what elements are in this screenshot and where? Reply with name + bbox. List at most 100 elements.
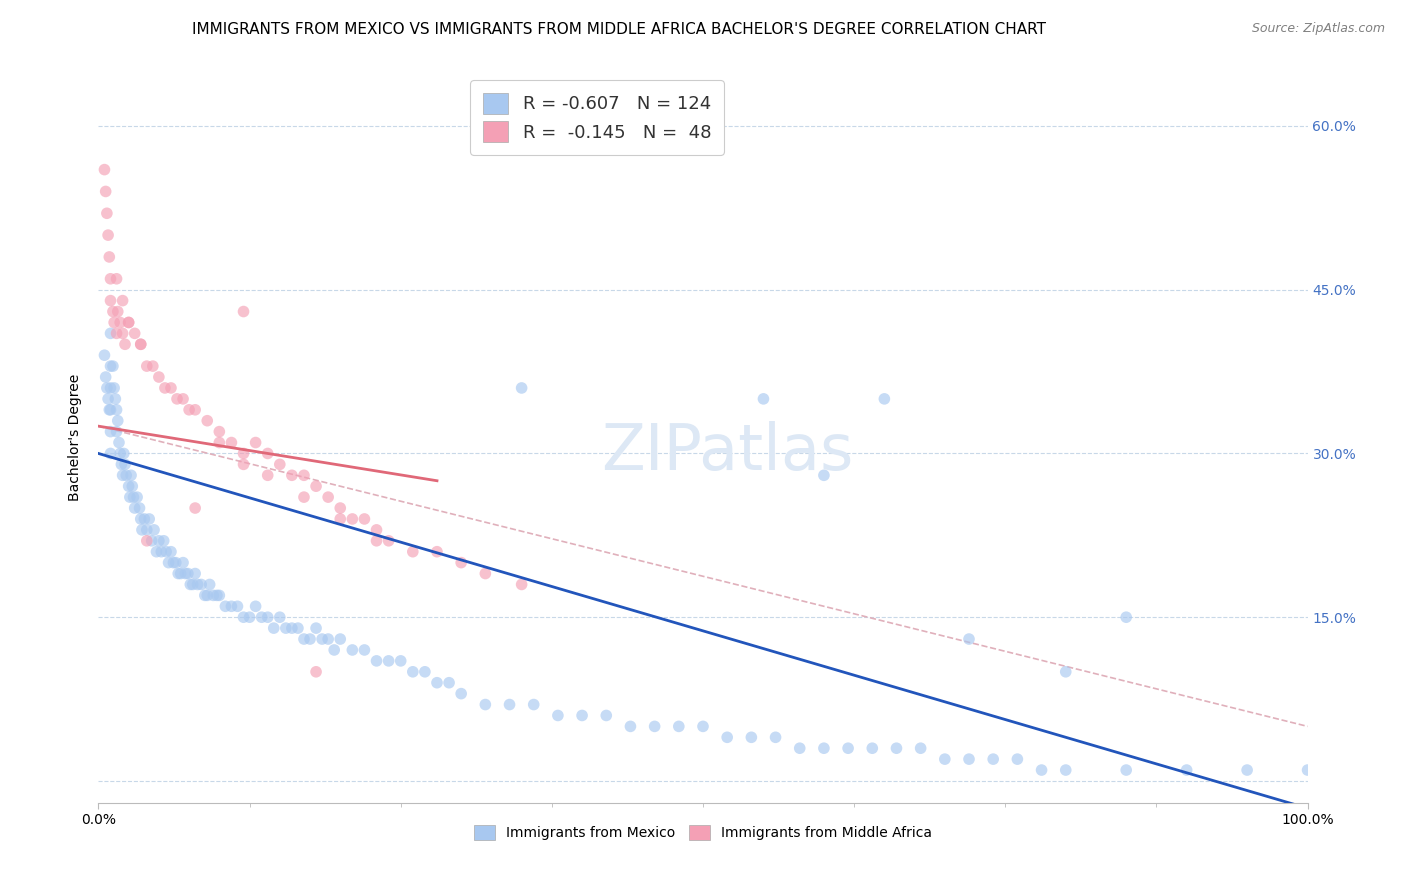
- Point: [305, 665, 328, 679]
- Point: [111, 293, 134, 308]
- Point: [226, 599, 249, 614]
- Point: [134, 512, 156, 526]
- Point: [142, 359, 165, 373]
- Point: [263, 621, 285, 635]
- Point: [100, 425, 122, 439]
- Point: [108, 315, 131, 329]
- Point: [97, 392, 120, 406]
- Point: [165, 556, 187, 570]
- Point: [256, 468, 278, 483]
- Point: [152, 533, 174, 548]
- Point: [100, 402, 122, 417]
- Point: [160, 545, 183, 559]
- Point: [329, 512, 352, 526]
- Point: [93, 162, 115, 177]
- Point: [94, 185, 117, 199]
- Point: [118, 315, 141, 329]
- Point: [108, 446, 131, 460]
- Point: [101, 359, 124, 373]
- Point: [115, 468, 138, 483]
- Point: [135, 533, 157, 548]
- Point: [239, 610, 262, 624]
- Point: [232, 610, 254, 624]
- Point: [98, 250, 121, 264]
- Point: [198, 577, 221, 591]
- Point: [148, 370, 170, 384]
- Point: [619, 719, 641, 733]
- Point: [100, 359, 122, 373]
- Point: [426, 675, 449, 690]
- Point: [510, 381, 533, 395]
- Point: [716, 731, 738, 745]
- Point: [752, 392, 775, 406]
- Point: [305, 621, 328, 635]
- Point: [127, 490, 149, 504]
- Point: [402, 545, 425, 559]
- Point: [208, 435, 231, 450]
- Point: [190, 577, 212, 591]
- Point: [571, 708, 593, 723]
- Point: [122, 490, 145, 504]
- Point: [789, 741, 811, 756]
- Point: [366, 523, 388, 537]
- Point: [131, 523, 153, 537]
- Point: [148, 533, 170, 548]
- Point: [98, 402, 121, 417]
- Point: [353, 643, 375, 657]
- Point: [281, 621, 304, 635]
- Point: [668, 719, 690, 733]
- Y-axis label: Bachelor's Degree: Bachelor's Degree: [69, 374, 83, 500]
- Point: [118, 315, 141, 329]
- Point: [111, 326, 134, 341]
- Point: [124, 326, 146, 341]
- Point: [157, 556, 180, 570]
- Point: [860, 741, 883, 756]
- Point: [114, 337, 136, 351]
- Point: [96, 381, 118, 395]
- Point: [510, 577, 533, 591]
- Point: [1236, 763, 1258, 777]
- Point: [128, 501, 150, 516]
- Point: [644, 719, 666, 733]
- Point: [474, 698, 496, 712]
- Point: [100, 272, 122, 286]
- Point: [274, 621, 297, 635]
- Point: [214, 599, 236, 614]
- Point: [292, 468, 315, 483]
- Legend: Immigrants from Mexico, Immigrants from Middle Africa: Immigrants from Mexico, Immigrants from …: [467, 818, 939, 847]
- Point: [208, 588, 231, 602]
- Point: [389, 654, 412, 668]
- Point: [1054, 763, 1077, 777]
- Point: [195, 414, 218, 428]
- Point: [245, 435, 267, 450]
- Point: [837, 741, 859, 756]
- Point: [981, 752, 1004, 766]
- Point: [94, 370, 117, 384]
- Point: [181, 577, 204, 591]
- Point: [93, 348, 115, 362]
- Point: [342, 643, 364, 657]
- Point: [256, 610, 278, 624]
- Point: [101, 304, 124, 318]
- Point: [765, 731, 787, 745]
- Point: [245, 599, 267, 614]
- Point: [172, 392, 194, 406]
- Point: [179, 402, 201, 417]
- Point: [299, 632, 322, 646]
- Point: [169, 566, 191, 581]
- Point: [167, 566, 190, 581]
- Point: [1115, 763, 1137, 777]
- Point: [281, 468, 304, 483]
- Text: IMMIGRANTS FROM MEXICO VS IMMIGRANTS FROM MIDDLE AFRICA BACHELOR'S DEGREE CORREL: IMMIGRANTS FROM MEXICO VS IMMIGRANTS FRO…: [191, 22, 1046, 37]
- Point: [174, 566, 197, 581]
- Point: [104, 392, 127, 406]
- Point: [145, 545, 167, 559]
- Point: [523, 698, 546, 712]
- Point: [377, 533, 399, 548]
- Point: [269, 458, 291, 472]
- Point: [194, 588, 217, 602]
- Point: [187, 577, 209, 591]
- Point: [1007, 752, 1029, 766]
- Point: [121, 479, 143, 493]
- Point: [105, 425, 128, 439]
